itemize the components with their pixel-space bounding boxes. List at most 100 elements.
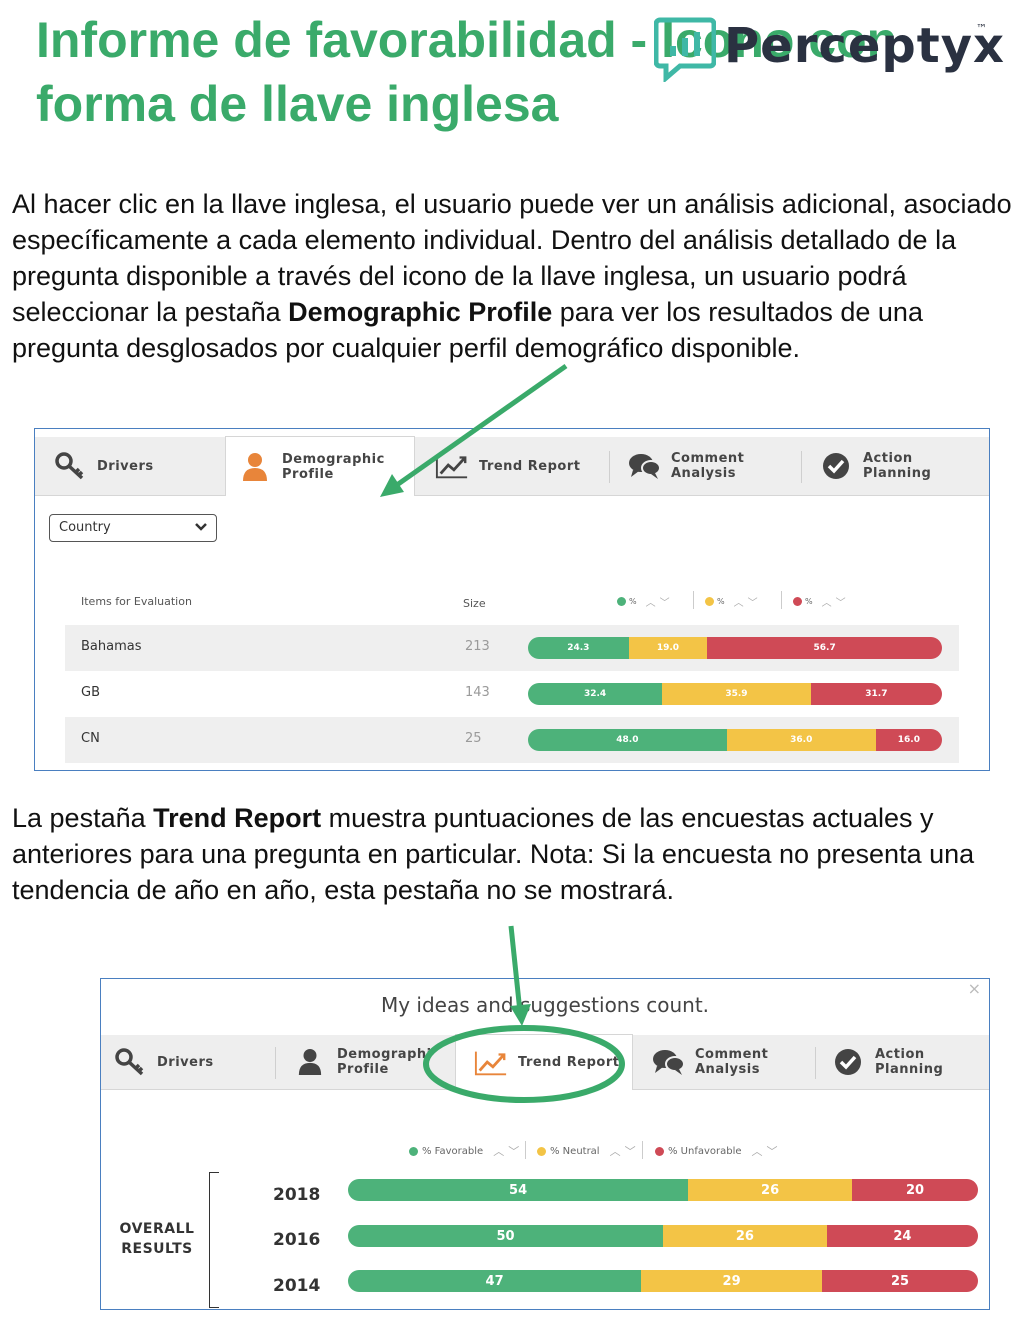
legend-favorable[interactable]: % Favorable ︿﹀: [409, 1143, 523, 1159]
tab-label: Trend Report: [479, 458, 581, 474]
trend-report-panel: My ideas and suggestions count. × Driver…: [100, 978, 990, 1310]
trend-text: La pestaña: [12, 803, 154, 833]
favorable-segment: 50: [348, 1225, 663, 1247]
favorable-segment: 24.3: [528, 637, 629, 659]
legend-unfavorable[interactable]: % ︿﹀: [793, 594, 850, 609]
favorable-segment: 47: [348, 1270, 642, 1292]
tab-bar: Drivers Demographi Profile Trend Report C…: [101, 1034, 989, 1090]
neutral-segment: 29: [641, 1270, 823, 1292]
tab-divider: [815, 1047, 816, 1079]
favorable-segment: 54: [348, 1179, 689, 1201]
legend-neutral[interactable]: % Neutral ︿﹀: [537, 1143, 640, 1159]
trend-paragraph: La pestaña Trend Report muestra puntuaci…: [12, 800, 1017, 908]
unfavorable-segment: 16.0: [875, 729, 942, 751]
unfavorable-segment: 25: [822, 1270, 978, 1292]
unfavorable-segment: 31.7: [810, 683, 942, 705]
trend-chart-icon: [435, 451, 469, 481]
question-title: My ideas and suggestions count.: [380, 993, 710, 1017]
tab-action-planning[interactable]: Action Planning: [819, 437, 989, 495]
neutral-segment: 35.9: [662, 683, 811, 705]
row-label: GB: [81, 685, 100, 700]
tab-comment-analysis[interactable]: Comment Analysis: [627, 437, 797, 495]
legend-unfavorable[interactable]: % Unfavorable ︿﹀: [655, 1143, 782, 1159]
sort-arrows-icon[interactable]: ︿﹀: [609, 1145, 640, 1158]
demographic-profile-panel: Drivers Demographic Profile Trend Report …: [34, 428, 990, 771]
tab-demographic-profile[interactable]: Demographic Profile: [225, 436, 415, 496]
tab-label: Drivers: [157, 1054, 214, 1070]
row-label: CN: [81, 731, 100, 746]
trend-bold: Trend Report: [153, 803, 322, 833]
row-size: 25: [465, 731, 482, 746]
tab-divider: [275, 1047, 276, 1079]
sort-arrows-icon[interactable]: ︿﹀: [751, 1145, 782, 1158]
tab-drivers[interactable]: Drivers: [113, 1035, 273, 1089]
tab-label: Demographic Profile: [282, 451, 385, 482]
row-size: 213: [465, 639, 490, 654]
unfavorable-dot-icon: [655, 1146, 664, 1156]
size-column-header: Size: [463, 597, 486, 610]
checkmark-circle-icon: [819, 451, 853, 481]
neutral-segment: 26: [663, 1225, 827, 1247]
tab-comment-analysis[interactable]: Comment Analysis: [651, 1035, 811, 1089]
tab-label: Comment Analysis: [671, 451, 745, 481]
neutral-segment: 36.0: [726, 729, 876, 751]
year-label: 2018: [273, 1185, 321, 1205]
intro-text-end: para ver los resultados de una pregunta …: [12, 297, 923, 363]
legend-favorable[interactable]: % ︿﹀: [617, 594, 674, 609]
unfavorable-segment: 56.7: [707, 637, 942, 659]
table-row[interactable]: CN 25 48.0 36.0 16.0: [65, 717, 959, 763]
sort-arrows-icon[interactable]: ︿﹀: [821, 598, 850, 609]
favorable-dot-icon: [409, 1146, 418, 1156]
checkmark-circle-icon: [831, 1047, 865, 1077]
row-label: Bahamas: [81, 639, 142, 654]
chevron-down-icon: [195, 523, 207, 531]
sort-arrows-icon[interactable]: ︿﹀: [733, 598, 762, 609]
close-icon[interactable]: ×: [967, 979, 981, 998]
neutral-segment: 19.0: [628, 637, 708, 659]
speech-bubbles-icon: [627, 451, 661, 481]
intro-text: Al hacer clic en la llave inglesa, el us…: [12, 189, 1012, 327]
trend-text-end: muestra puntuaciones de las encuestas ac…: [12, 803, 975, 905]
unfavorable-dot-icon: [793, 597, 802, 606]
stacked-bar: 24.3 19.0 56.7: [528, 637, 942, 659]
legend-neutral[interactable]: % ︿﹀: [705, 594, 762, 609]
tab-drivers[interactable]: Drivers: [53, 437, 223, 495]
sort-arrows-icon[interactable]: ︿﹀: [493, 1145, 524, 1158]
stacked-bar: 32.4 35.9 31.7: [528, 683, 942, 705]
tab-bar: Drivers Demographic Profile Trend Report …: [35, 436, 989, 496]
speech-bubbles-icon: [651, 1047, 685, 1077]
neutral-dot-icon: [537, 1146, 546, 1156]
intro-bold: Demographic Profile: [288, 297, 553, 327]
person-icon: [238, 452, 272, 482]
stacked-bar: 54 26 20: [348, 1179, 978, 1201]
legend-divider: [693, 591, 694, 609]
stacked-bar: 47 29 25: [348, 1270, 978, 1292]
table-row[interactable]: Bahamas 213 24.3 19.0 56.7: [65, 625, 959, 671]
legend-divider: [525, 1141, 526, 1159]
country-dropdown[interactable]: Country: [49, 514, 217, 542]
sort-arrows-icon[interactable]: ︿﹀: [645, 598, 674, 609]
trend-chart-icon: [474, 1048, 508, 1078]
logo-wordmark: Perceptyx: [724, 18, 1005, 74]
tab-action-planning[interactable]: Action Planning: [831, 1035, 987, 1089]
person-icon: [293, 1047, 327, 1077]
overall-results-label: OVERALL RESULTS: [119, 1221, 195, 1257]
row-size: 143: [465, 685, 490, 700]
tab-demographic-profile[interactable]: Demographi Profile: [293, 1035, 443, 1089]
tab-trend-report[interactable]: Trend Report: [435, 437, 605, 495]
tab-trend-report[interactable]: Trend Report: [455, 1034, 633, 1090]
stacked-bar: 48.0 36.0 16.0: [528, 729, 942, 751]
wrench-key-icon: [113, 1047, 147, 1077]
tab-label: Demographi Profile: [337, 1047, 432, 1077]
table-row[interactable]: GB 143 32.4 35.9 31.7: [65, 671, 959, 717]
tab-divider: [801, 451, 802, 483]
neutral-segment: 26: [688, 1179, 852, 1201]
favorable-segment: 32.4: [528, 683, 663, 705]
stacked-bar: 50 26 24: [348, 1225, 978, 1247]
tab-label: Comment Analysis: [695, 1047, 769, 1077]
wrench-key-icon: [53, 451, 87, 481]
tab-label: Trend Report: [518, 1055, 620, 1070]
tab-label: Action Planning: [875, 1047, 944, 1077]
unfavorable-segment: 20: [851, 1179, 978, 1201]
slide-title: Informe de favorabilidad - Icono con for…: [36, 12, 898, 132]
